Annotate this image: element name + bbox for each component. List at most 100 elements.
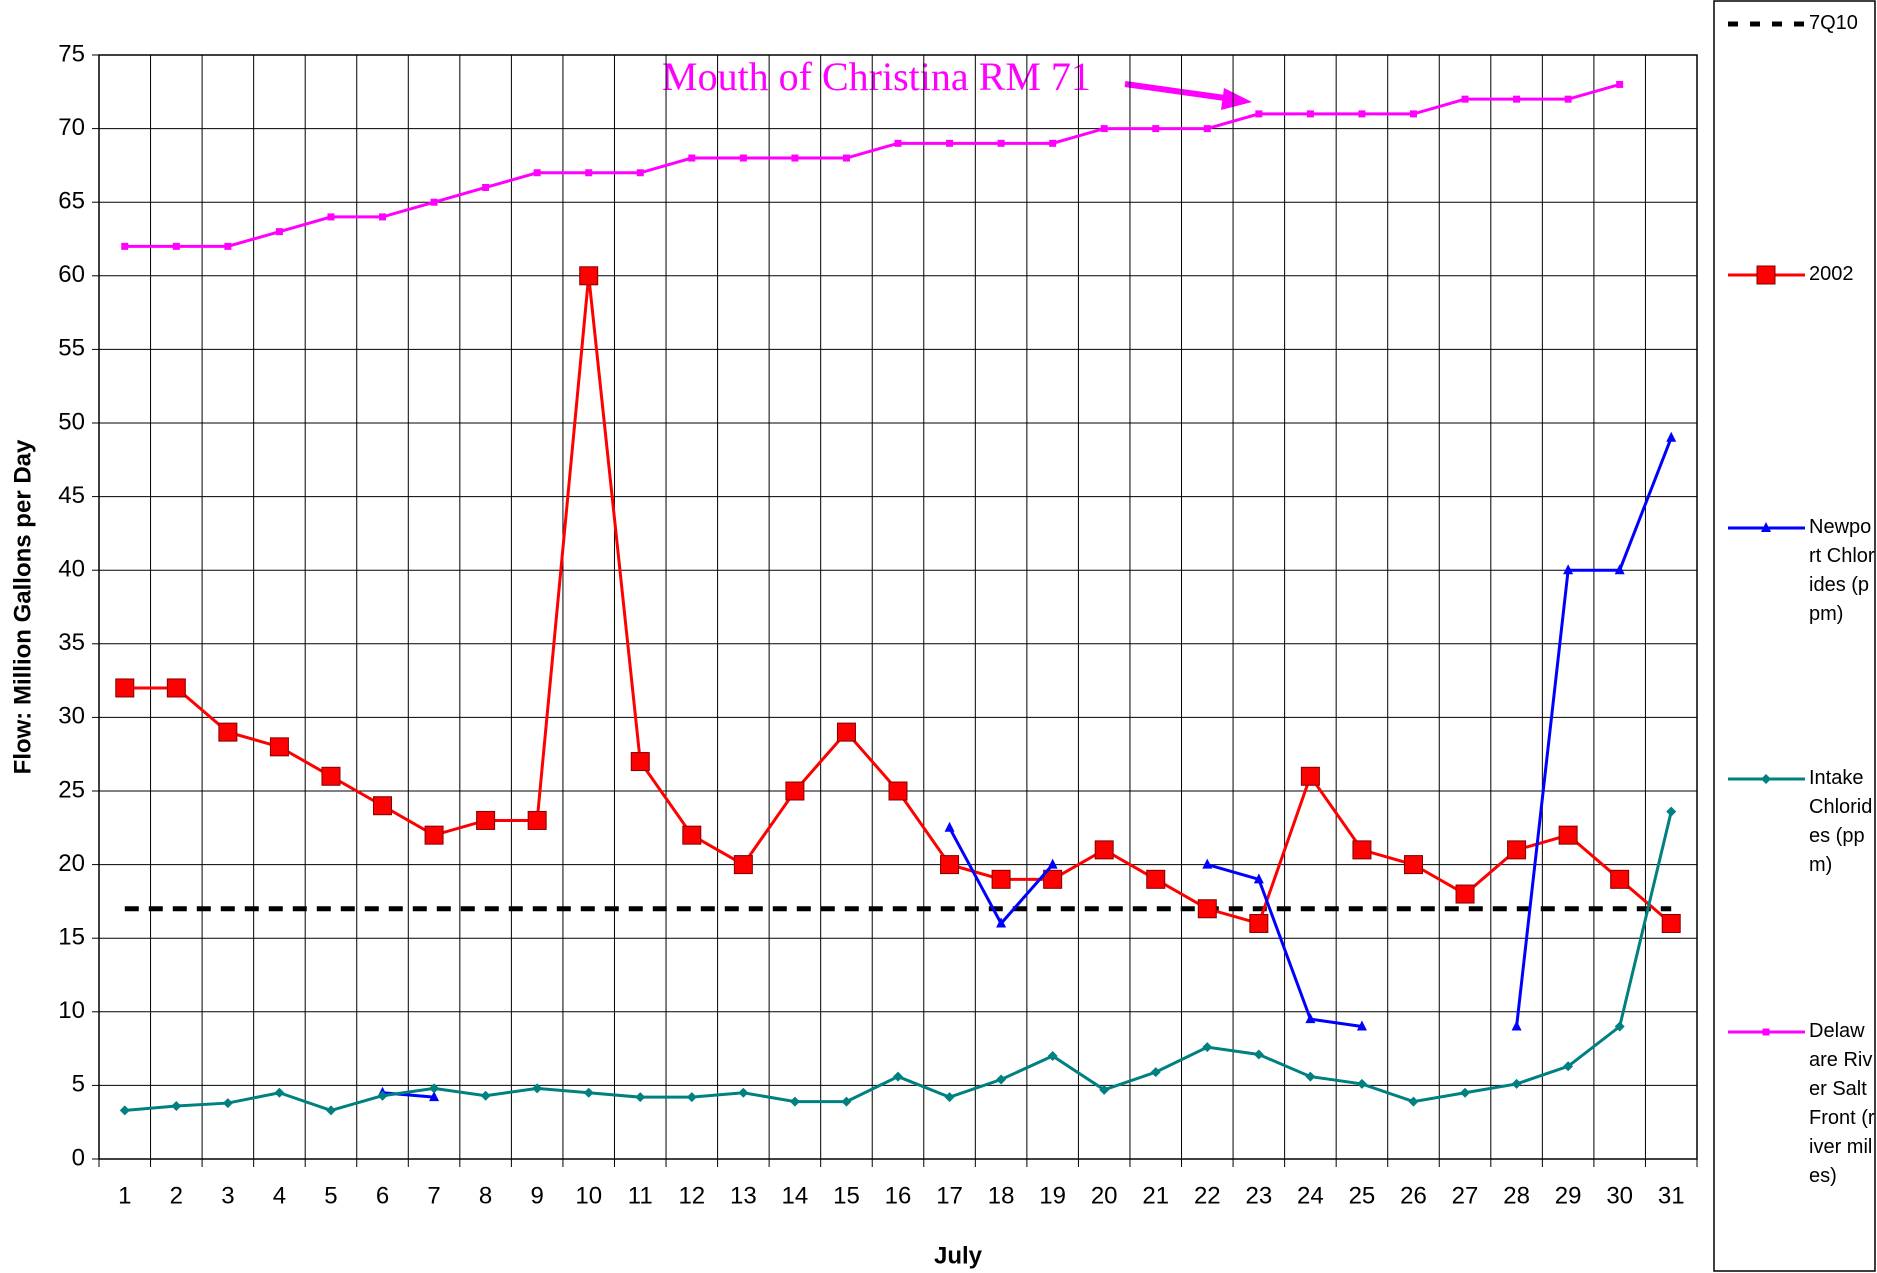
marker <box>1507 840 1527 860</box>
legend-label: Intake Chlorides (ppm) <box>1809 767 1873 876</box>
marker <box>379 213 387 221</box>
marker <box>996 917 1007 928</box>
series <box>377 431 1677 1102</box>
marker <box>836 722 856 742</box>
legend-box <box>1713 0 1876 1272</box>
marker <box>1047 858 1058 869</box>
x-tick-label: 6 <box>376 1182 389 1209</box>
legend-label: 7Q10 <box>1809 12 1858 34</box>
x-tick-label: 1 <box>118 1182 131 1209</box>
marker <box>121 242 129 250</box>
marker <box>1563 564 1574 575</box>
x-tick-label: 16 <box>885 1182 912 1209</box>
marker <box>275 228 283 236</box>
marker <box>1409 110 1417 118</box>
x-tick-label: 9 <box>530 1182 543 1209</box>
marker <box>1666 431 1677 442</box>
marker <box>1197 899 1217 919</box>
marker <box>1306 110 1314 118</box>
marker <box>325 1105 336 1116</box>
marker <box>1253 1049 1264 1060</box>
annotation: Mouth of Christina RM 71 <box>662 54 1091 99</box>
series <box>119 806 1677 1116</box>
marker <box>1661 913 1681 933</box>
marker <box>1564 95 1572 103</box>
x-tick-label: 15 <box>833 1182 860 1209</box>
marker <box>1614 1021 1625 1032</box>
marker <box>688 154 696 162</box>
x-tick-label: 2 <box>170 1182 183 1209</box>
marker <box>1756 265 1776 285</box>
y-tick-label: 20 <box>58 850 85 877</box>
y-axis-label: Flow: Million Gallons per Day <box>9 439 36 774</box>
marker <box>476 810 496 830</box>
marker <box>1513 95 1521 103</box>
x-tick-label: 31 <box>1658 1182 1685 1209</box>
marker <box>1610 869 1630 889</box>
marker <box>1202 1042 1213 1053</box>
y-tick-label: 35 <box>58 629 85 656</box>
marker <box>327 213 335 221</box>
marker <box>321 766 341 786</box>
marker <box>842 154 850 162</box>
marker <box>172 242 180 250</box>
x-tick-label: 7 <box>427 1182 440 1209</box>
x-tick-label: 12 <box>678 1182 705 1209</box>
marker <box>1047 1050 1058 1061</box>
legend-label: Delaware River Salt Front (river miles) <box>1809 1020 1875 1187</box>
series-line <box>124 82 1621 248</box>
marker <box>1249 913 1269 933</box>
x-tick-label: 19 <box>1039 1182 1066 1209</box>
y-tick-label: 40 <box>58 556 85 583</box>
marker <box>1100 125 1108 133</box>
y-tick-label: 15 <box>58 924 85 951</box>
y-tick-label: 70 <box>58 114 85 141</box>
marker <box>1460 1087 1471 1098</box>
marker <box>1099 1084 1110 1095</box>
marker <box>1666 806 1677 817</box>
marker <box>1305 1071 1316 1082</box>
marker <box>1558 825 1578 845</box>
marker <box>1356 1078 1367 1089</box>
marker <box>583 1087 594 1098</box>
marker <box>218 722 238 742</box>
x-tick-label: 14 <box>782 1182 809 1209</box>
marker <box>733 855 753 875</box>
marker <box>430 198 438 206</box>
marker <box>171 1101 182 1112</box>
marker <box>424 825 444 845</box>
legend-label: Newport Chlorides (ppm) <box>1809 516 1875 625</box>
y-tick-label: 45 <box>58 482 85 509</box>
y-tick-label: 60 <box>58 261 85 288</box>
marker <box>532 1083 543 1094</box>
marker <box>1352 840 1372 860</box>
marker <box>1455 884 1475 904</box>
legend-label: 2002 <box>1809 263 1854 285</box>
grid <box>92 54 1698 1167</box>
marker <box>1203 125 1211 133</box>
marker <box>996 1074 1007 1085</box>
y-tick-label: 10 <box>58 997 85 1024</box>
marker <box>274 1087 285 1098</box>
x-tick-label: 22 <box>1194 1182 1221 1209</box>
marker <box>1043 869 1063 889</box>
marker <box>944 821 955 832</box>
marker <box>224 242 232 250</box>
x-tick-label: 8 <box>479 1182 492 1209</box>
marker <box>946 139 954 147</box>
marker <box>1761 774 1771 784</box>
y-tick-label: 50 <box>58 408 85 435</box>
x-tick-label: 13 <box>730 1182 757 1209</box>
x-tick-label: 5 <box>324 1182 337 1209</box>
marker <box>888 781 908 801</box>
marker <box>377 1090 388 1101</box>
x-tick-label: 27 <box>1452 1182 1479 1209</box>
marker <box>222 1098 233 1109</box>
marker <box>1253 873 1264 884</box>
marker <box>940 855 960 875</box>
x-tick-label: 21 <box>1142 1182 1169 1209</box>
y-tick-label: 30 <box>58 703 85 730</box>
marker <box>1461 95 1469 103</box>
